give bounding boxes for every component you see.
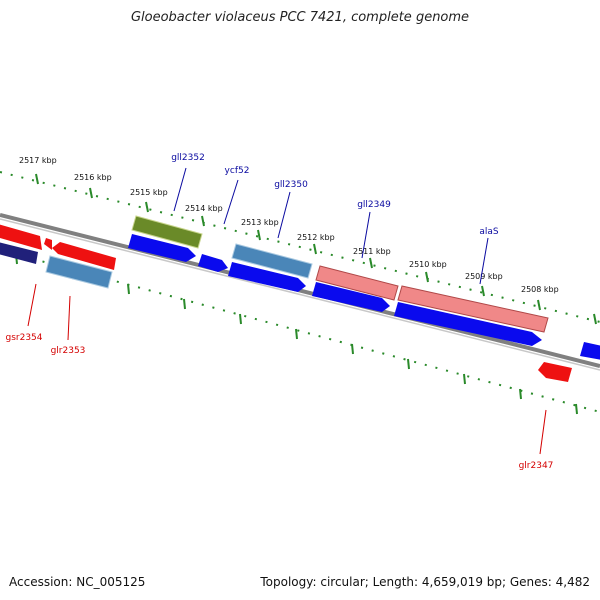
gene-feature — [128, 234, 196, 262]
gene-feature — [52, 242, 116, 270]
ruler-label: 2511 kbp — [353, 247, 391, 256]
ruler-label: 2516 kbp — [74, 173, 112, 182]
gene-feature — [198, 254, 228, 272]
gene-feature — [315, 265, 399, 301]
gene-label: ycf52 — [225, 166, 250, 176]
gene-feature — [228, 262, 306, 292]
gene-feature — [0, 242, 38, 264]
gene-feature — [45, 255, 113, 289]
gene-feature — [312, 282, 390, 312]
topology-text: Topology: circular; Length: 4,659,019 bp… — [260, 575, 590, 589]
outer-tick-track — [0, 171, 600, 325]
gene-label: gll2350 — [274, 180, 308, 190]
ruler-labels: 2517 kbp 2516 kbp 2515 kbp 2514 kbp 2513… — [19, 156, 559, 294]
gene-feature — [580, 342, 600, 360]
ruler-label: 2508 kbp — [521, 285, 559, 294]
ruler-label: 2513 kbp — [241, 218, 279, 227]
map-title: Gloeobacter violaceus PCC 7421, complete… — [130, 10, 470, 25]
gene-label: alaS — [479, 227, 499, 237]
gene-callouts — [27, 167, 547, 455]
gene-label: glr2347 — [519, 461, 554, 471]
gene-label: gll2352 — [171, 153, 205, 163]
gene-feature — [0, 224, 42, 250]
gene-feature — [231, 243, 313, 279]
gene-label: glr2353 — [51, 346, 86, 356]
gene-feature — [394, 302, 542, 346]
gene-feature — [44, 238, 52, 250]
ruler-label: 2514 kbp — [185, 204, 223, 213]
ruler-label: 2517 kbp — [19, 156, 57, 165]
gene-feature — [538, 362, 572, 382]
feature-row-lower — [0, 234, 600, 382]
gene-feature — [131, 215, 203, 249]
ruler-label: 2510 kbp — [409, 260, 447, 269]
ruler-label: 2512 kbp — [297, 233, 335, 242]
ruler-label: 2515 kbp — [130, 188, 168, 197]
feature-row-upper — [0, 215, 549, 333]
accession-text: Accession: NC_005125 — [9, 575, 146, 589]
gene-label: gll2349 — [357, 200, 391, 210]
gene-label: gsr2354 — [5, 333, 42, 343]
gene-feature — [397, 285, 549, 333]
ruler-label: 2509 kbp — [465, 272, 503, 281]
gene-labels: gll2352 ycf52 gll2350 gll2349 alaS gsr23… — [5, 153, 553, 471]
